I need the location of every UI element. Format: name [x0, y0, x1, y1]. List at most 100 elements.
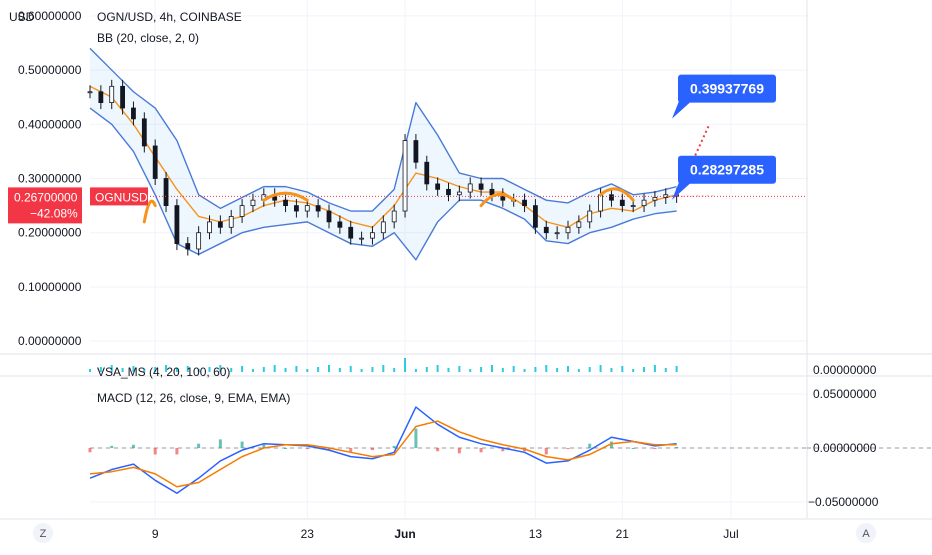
- candle-body: [456, 191, 462, 196]
- macd-histogram-bar: [566, 448, 570, 450]
- candle-body: [109, 85, 115, 103]
- target-callout-label: 0.39937769: [690, 81, 764, 97]
- candle-body: [348, 226, 354, 239]
- y-tick-label: 0.30000000: [18, 172, 82, 186]
- vsa-bar: [610, 368, 613, 372]
- vsa-bar: [480, 367, 483, 372]
- macd-histogram-bar: [218, 439, 222, 448]
- vsa-bar: [360, 369, 363, 372]
- drawn-arc: [479, 192, 516, 208]
- candle-body: [587, 210, 593, 223]
- vsa-bar: [653, 365, 656, 372]
- vsa-bar: [599, 365, 602, 372]
- projection-line: [675, 124, 711, 197]
- drawn-arc: [599, 187, 635, 202]
- candle-body: [598, 194, 603, 212]
- projection-line: [676, 195, 714, 197]
- vsa-bar: [251, 369, 254, 372]
- candle-body: [641, 199, 647, 207]
- vsa-bar: [349, 366, 352, 372]
- vsa-bar: [262, 367, 265, 372]
- vsa-bar: [382, 365, 385, 372]
- vsa-bar: [186, 366, 189, 372]
- vsa-bar: [556, 368, 559, 372]
- target-callout[interactable]: 0.28297285: [672, 155, 776, 200]
- candle-body: [326, 210, 332, 223]
- x-tick-label: 21: [616, 527, 630, 541]
- vsa-bar: [110, 365, 113, 372]
- vsa-bar: [404, 358, 407, 372]
- macd-histogram-bar: [327, 448, 331, 451]
- candle-body: [152, 145, 158, 179]
- candle-body: [522, 199, 527, 207]
- candle-body: [163, 178, 169, 207]
- candle-body: [87, 91, 93, 94]
- vsa-bar: [295, 366, 298, 372]
- vsa-bar: [534, 367, 537, 372]
- vsa-bar: [99, 367, 102, 372]
- candle-body: [554, 232, 560, 235]
- vsa-bar: [664, 368, 667, 372]
- candle-body: [174, 205, 180, 244]
- candle-body: [467, 183, 473, 193]
- candle-body: [489, 188, 495, 196]
- vsa-bar: [425, 367, 428, 372]
- target-callout-box: [678, 74, 776, 103]
- candle-body: [609, 194, 614, 201]
- target-callout-pointer: [672, 179, 692, 200]
- macd-histogram-bar: [544, 448, 548, 455]
- vsa-bar: [371, 367, 374, 372]
- drawn-arc: [142, 199, 157, 224]
- vsa-y-tick: 0.00000000: [813, 363, 877, 377]
- vsa-bar: [632, 369, 635, 372]
- signal-line: [89, 420, 677, 488]
- vsa-bar: [175, 368, 178, 372]
- vsa-bar: [241, 366, 244, 372]
- candle-body: [402, 140, 408, 212]
- bb-fill: [90, 48, 677, 260]
- vsa-bar: [447, 368, 450, 372]
- vsa-bar: [545, 365, 548, 372]
- vsa-bar: [436, 365, 439, 372]
- vsa-bar: [306, 369, 309, 372]
- macd-histogram-bar: [262, 443, 266, 448]
- vsa-bar: [317, 367, 320, 372]
- candle-body: [663, 194, 669, 198]
- vsa-bar: [577, 369, 580, 372]
- chart-title: OGN/USD, 4h, COINBASE: [97, 10, 242, 24]
- x-tick-label: Jun: [394, 527, 415, 541]
- x-tick-label: 13: [529, 527, 543, 541]
- candle-body: [380, 221, 386, 234]
- vsa-bar: [143, 369, 146, 372]
- macd-histogram-bar: [414, 428, 418, 448]
- candle-body: [576, 221, 582, 228]
- candle-body: [217, 221, 223, 228]
- vsa-bar: [501, 368, 504, 372]
- candle-body: [435, 183, 441, 190]
- auto-scale-button-bg: [856, 523, 876, 543]
- vsa-bar: [165, 365, 168, 372]
- indicator-legend: BB (20, close, 2, 0): [97, 31, 199, 45]
- candle-body: [424, 161, 430, 185]
- auto-scale-button[interactable]: A: [856, 523, 876, 543]
- vsa-bar: [121, 368, 124, 372]
- auto-scale-button-label: A: [862, 528, 870, 540]
- y-tick-label: 0.60000000: [18, 9, 82, 23]
- drawn-arc: [262, 191, 309, 202]
- macd-histogram: [88, 428, 679, 455]
- target-callout[interactable]: 0.39937769: [672, 74, 776, 119]
- vsa-bar: [197, 369, 200, 372]
- vsa-bar: [512, 366, 515, 372]
- y-tick-label: 0.20000000: [18, 226, 82, 240]
- candle-body: [294, 205, 299, 212]
- candle-body: [207, 221, 212, 234]
- candle-body: [619, 199, 625, 207]
- macd-histogram-bar: [479, 448, 483, 453]
- macd-histogram-bar: [110, 445, 114, 448]
- vsa-bar: [458, 366, 461, 372]
- candle-body: [652, 197, 658, 201]
- macd-histogram-bar: [197, 443, 201, 448]
- vsa-bar: [132, 366, 135, 372]
- timezone-button[interactable]: Z: [33, 523, 53, 543]
